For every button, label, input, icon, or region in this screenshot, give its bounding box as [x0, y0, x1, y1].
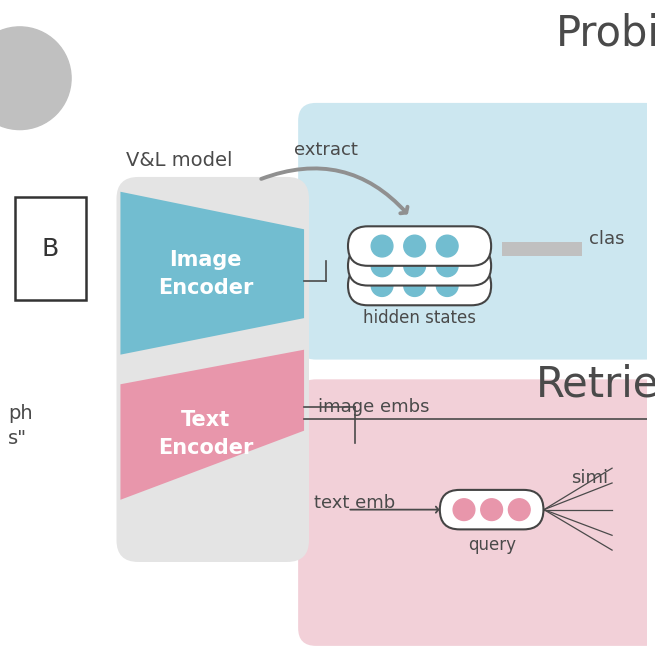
Circle shape	[508, 498, 530, 521]
Text: Probi: Probi	[555, 13, 655, 55]
Circle shape	[403, 235, 426, 257]
Text: image embs: image embs	[318, 398, 430, 416]
Text: ph: ph	[8, 404, 33, 423]
Text: query: query	[468, 536, 515, 554]
Circle shape	[453, 498, 475, 521]
Circle shape	[481, 498, 502, 521]
Text: B: B	[42, 237, 59, 261]
Circle shape	[436, 274, 458, 297]
Text: extract: extract	[294, 141, 358, 159]
Text: Image
Encoder: Image Encoder	[158, 250, 253, 297]
FancyBboxPatch shape	[440, 490, 544, 529]
Circle shape	[436, 255, 458, 276]
Circle shape	[436, 235, 458, 257]
Circle shape	[403, 255, 426, 276]
Text: text emb: text emb	[314, 494, 395, 512]
FancyBboxPatch shape	[15, 196, 86, 301]
FancyBboxPatch shape	[348, 227, 491, 266]
FancyBboxPatch shape	[298, 379, 655, 646]
Polygon shape	[121, 192, 304, 354]
Text: clas: clas	[590, 230, 625, 248]
Circle shape	[371, 235, 393, 257]
Text: Retrie: Retrie	[536, 364, 655, 405]
Text: simi: simi	[571, 469, 608, 487]
Circle shape	[0, 27, 71, 130]
Circle shape	[371, 274, 393, 297]
FancyBboxPatch shape	[117, 177, 309, 562]
Text: V&L model: V&L model	[126, 151, 233, 170]
Text: Text
Encoder: Text Encoder	[158, 409, 253, 458]
Circle shape	[403, 274, 426, 297]
FancyBboxPatch shape	[298, 103, 655, 360]
FancyBboxPatch shape	[348, 266, 491, 305]
Polygon shape	[121, 350, 304, 500]
Text: s": s"	[8, 429, 27, 448]
FancyBboxPatch shape	[348, 246, 491, 286]
Circle shape	[371, 255, 393, 276]
FancyBboxPatch shape	[502, 242, 582, 256]
Text: hidden states: hidden states	[363, 309, 476, 327]
